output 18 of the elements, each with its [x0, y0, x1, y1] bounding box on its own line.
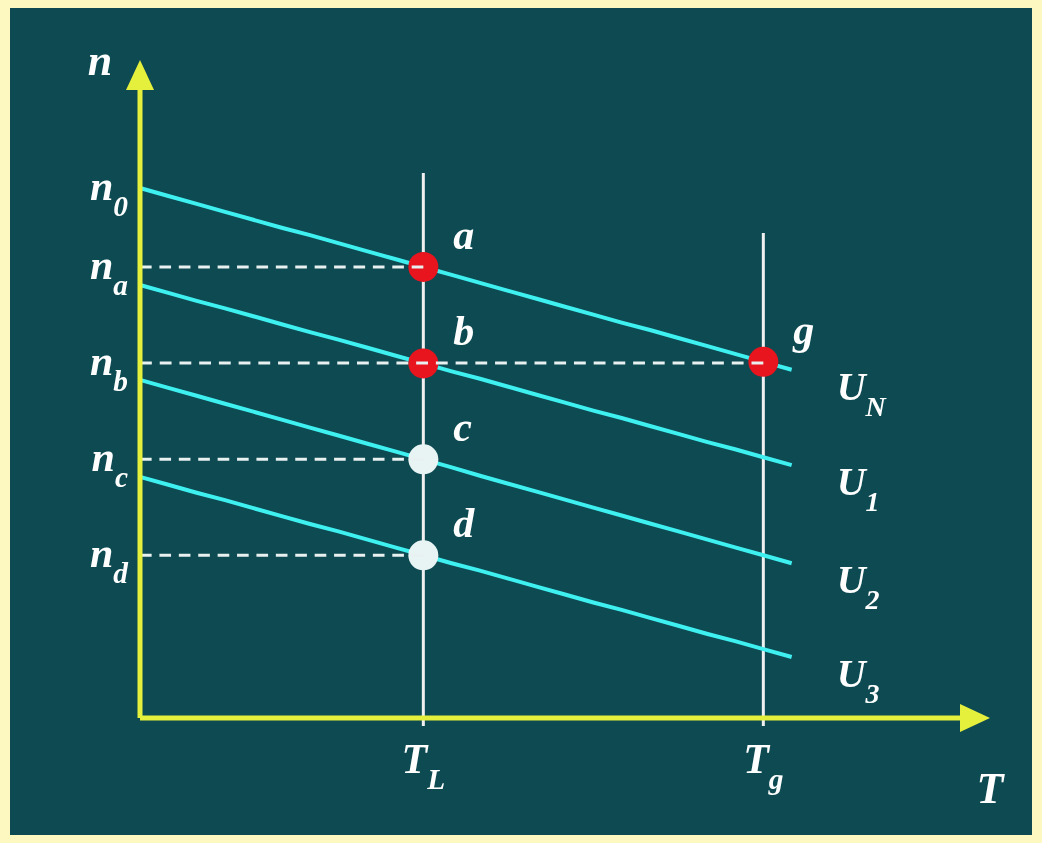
annotation: n$_{0}$ — [89, 163, 129, 222]
annotation: d — [453, 500, 476, 547]
series-label: n$_{b}$ — [89, 337, 128, 397]
series-label: n$_{a}$ — [89, 241, 128, 301]
annotation: c — [453, 404, 473, 451]
x-tick-label: T$_{g}$ — [743, 736, 784, 795]
annotation: b — [453, 308, 475, 355]
x-tick-label: T$_{L}$ — [401, 736, 446, 795]
annotation: g — [792, 306, 815, 353]
y-axis-title: n — [87, 36, 113, 85]
x-axis-title: T — [976, 764, 1006, 813]
series-label: U$_{3}$ — [836, 651, 880, 709]
series-label: U$_{1}$ — [836, 459, 880, 517]
series-label: n$_{d}$ — [89, 530, 130, 590]
series-label: U$_{2}$ — [836, 557, 880, 615]
annotation: a — [453, 211, 475, 258]
series-label: n$_{c}$ — [91, 434, 128, 494]
series-label: U$_{N}$ — [836, 363, 888, 422]
